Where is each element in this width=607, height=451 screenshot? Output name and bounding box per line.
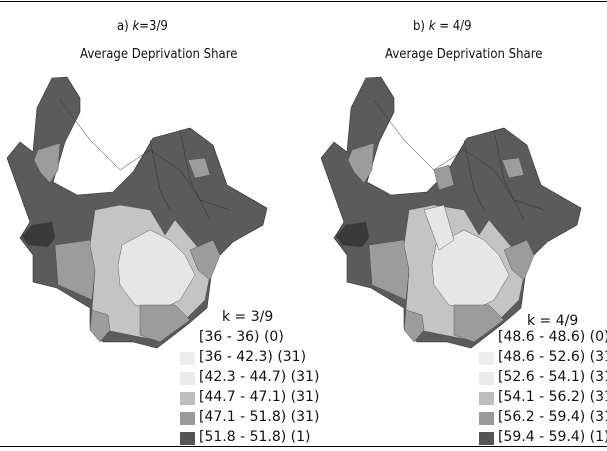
legend-swatch: [479, 412, 494, 425]
legend-label: [48.6 - 52.6) (31): [498, 349, 607, 365]
legend-swatch: [479, 432, 494, 445]
bottom-rule: [0, 446, 607, 447]
legend-swatch: [479, 352, 494, 365]
top-rule: [0, 1, 607, 2]
legend-label: [59.4 - 59.4) (1): [498, 429, 607, 445]
legend-swatch: [180, 392, 195, 405]
legend-swatch: [180, 432, 195, 445]
legend-label: [36 - 42.3) (31): [199, 349, 307, 365]
panel-a-subtitle: Average Deprivation Share: [80, 47, 238, 62]
legend-label: [56.2 - 59.4) (31): [498, 409, 607, 425]
legend-swatch: [180, 412, 195, 425]
legend-title: k = 3/9: [222, 309, 274, 325]
panel-b-subtitle: Average Deprivation Share: [385, 47, 543, 62]
panel-a-label: a) k=3/9: [117, 19, 168, 34]
legend-swatch: [479, 392, 494, 405]
legend-label: [52.6 - 54.1) (31): [498, 369, 607, 385]
legend-label: [42.3 - 44.7) (31): [199, 369, 320, 385]
legend-swatch: [180, 372, 195, 385]
legend-label: [36 - 36) (0): [199, 329, 284, 345]
map-panel-b: [320, 76, 582, 349]
panel-b-label: b) k = 4/9: [413, 19, 472, 34]
legend-swatch: [180, 352, 195, 365]
legend-label: [54.1 - 56.2) (31): [498, 389, 607, 405]
legend-label: [51.8 - 51.8) (1): [199, 429, 311, 445]
legend-label: [48.6 - 48.6) (0): [498, 329, 607, 345]
map-panel-a: [6, 76, 268, 349]
legend-swatch: [479, 372, 494, 385]
legend-title: k = 4/9: [527, 313, 579, 329]
legend-label: [44.7 - 47.1) (31): [199, 389, 320, 405]
legend-label: [47.1 - 51.8) (31): [199, 409, 320, 425]
